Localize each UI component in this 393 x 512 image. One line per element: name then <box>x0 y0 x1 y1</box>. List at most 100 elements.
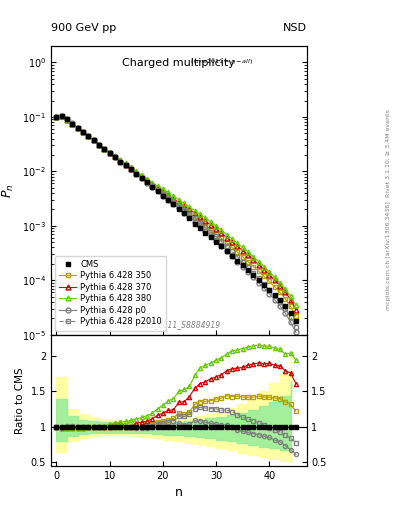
Pythia 6.428 p0 <box>246 269 250 275</box>
Pythia 6.428 p0 <box>70 120 75 126</box>
Pythia 6.428 p0 <box>224 248 229 254</box>
Pythia 6.428 p2010 <box>294 324 298 330</box>
Pythia 6.428 380 <box>54 114 59 120</box>
Pythia 6.428 p2010 <box>81 129 85 135</box>
Pythia 6.428 350 <box>203 222 208 228</box>
Pythia 6.428 370 <box>155 185 160 191</box>
Pythia 6.428 p0 <box>267 290 272 296</box>
Pythia 6.428 p0 <box>134 171 139 177</box>
CMS <box>241 262 245 268</box>
Pythia 6.428 p2010 <box>182 207 187 213</box>
CMS <box>134 171 139 177</box>
CMS <box>59 113 64 119</box>
Pythia 6.428 380 <box>182 200 187 206</box>
Pythia 6.428 380 <box>294 302 298 308</box>
Pythia 6.428 p2010 <box>97 141 101 147</box>
Pythia 6.428 350 <box>272 284 277 290</box>
Line: Pythia 6.428 p2010: Pythia 6.428 p2010 <box>54 114 298 329</box>
Pythia 6.428 p2010 <box>150 183 154 189</box>
Pythia 6.428 350 <box>139 175 144 181</box>
Pythia 6.428 380 <box>235 240 240 246</box>
Pythia 6.428 p2010 <box>262 281 266 287</box>
Pythia 6.428 370 <box>81 130 85 136</box>
Pythia 6.428 380 <box>246 249 250 255</box>
Pythia 6.428 p0 <box>102 146 107 152</box>
Pythia 6.428 p2010 <box>256 275 261 282</box>
Pythia 6.428 p2010 <box>214 233 219 240</box>
CMS <box>176 206 181 212</box>
Line: Pythia 6.428 350: Pythia 6.428 350 <box>54 114 298 318</box>
Pythia 6.428 350 <box>241 254 245 260</box>
Pythia 6.428 350 <box>182 206 187 212</box>
Pythia 6.428 380 <box>214 223 219 229</box>
Pythia 6.428 370 <box>54 114 59 120</box>
CMS <box>129 166 133 172</box>
Pythia 6.428 380 <box>113 153 118 159</box>
Pythia 6.428 p2010 <box>54 114 59 120</box>
CMS <box>256 276 261 283</box>
Pythia 6.428 p2010 <box>241 259 245 265</box>
Pythia 6.428 350 <box>54 114 59 120</box>
Pythia 6.428 370 <box>107 150 112 156</box>
Pythia 6.428 p0 <box>219 243 224 249</box>
Pythia 6.428 p2010 <box>230 248 234 254</box>
Pythia 6.428 p0 <box>166 197 171 203</box>
Pythia 6.428 p0 <box>86 133 91 139</box>
Pythia 6.428 p2010 <box>235 254 240 260</box>
CMS <box>251 272 256 278</box>
Text: $_{(cms2011-\eta-all)}$: $_{(cms2011-\eta-all)}$ <box>105 58 253 67</box>
Pythia 6.428 370 <box>129 166 133 172</box>
Pythia 6.428 p0 <box>81 129 85 135</box>
Pythia 6.428 350 <box>187 210 192 217</box>
Pythia 6.428 370 <box>150 181 154 187</box>
Pythia 6.428 350 <box>224 240 229 246</box>
Pythia 6.428 350 <box>277 289 282 295</box>
Y-axis label: $P_n$: $P_n$ <box>1 183 17 198</box>
CMS <box>208 234 213 240</box>
Text: Rivet 3.1.10; ≥ 3.4M events: Rivet 3.1.10; ≥ 3.4M events <box>386 110 391 198</box>
Pythia 6.428 p2010 <box>91 137 96 143</box>
Pythia 6.428 p0 <box>208 233 213 239</box>
Pythia 6.428 380 <box>65 117 70 123</box>
Pythia 6.428 370 <box>160 188 165 195</box>
Text: CMS_2011_S8884919: CMS_2011_S8884919 <box>137 320 220 329</box>
Pythia 6.428 370 <box>288 296 293 303</box>
Pythia 6.428 p2010 <box>219 238 224 244</box>
Pythia 6.428 350 <box>235 249 240 255</box>
Pythia 6.428 380 <box>203 215 208 221</box>
Pythia 6.428 350 <box>145 179 149 185</box>
Pythia 6.428 350 <box>70 121 75 127</box>
CMS <box>65 116 70 122</box>
Pythia 6.428 p2010 <box>65 116 70 122</box>
CMS <box>118 159 123 165</box>
Pythia 6.428 p2010 <box>187 211 192 217</box>
Pythia 6.428 p0 <box>294 329 298 335</box>
CMS <box>107 150 112 156</box>
Pythia 6.428 p2010 <box>246 264 250 270</box>
Pythia 6.428 380 <box>86 133 91 139</box>
Pythia 6.428 380 <box>277 280 282 286</box>
Pythia 6.428 370 <box>70 121 75 127</box>
Pythia 6.428 380 <box>262 264 266 270</box>
CMS <box>182 210 187 217</box>
CMS <box>54 114 59 120</box>
Line: Pythia 6.428 370: Pythia 6.428 370 <box>54 114 298 312</box>
Pythia 6.428 p2010 <box>102 146 107 152</box>
Pythia 6.428 370 <box>246 252 250 258</box>
Pythia 6.428 p0 <box>193 219 197 225</box>
Pythia 6.428 370 <box>171 196 176 202</box>
Pythia 6.428 p2010 <box>160 191 165 197</box>
Pythia 6.428 350 <box>75 125 80 131</box>
Pythia 6.428 p2010 <box>86 133 91 139</box>
CMS <box>224 248 229 254</box>
Pythia 6.428 p2010 <box>129 166 133 172</box>
Pythia 6.428 350 <box>198 218 202 224</box>
Pythia 6.428 370 <box>208 222 213 228</box>
Pythia 6.428 370 <box>283 289 288 295</box>
Pythia 6.428 p0 <box>230 253 234 259</box>
Pythia 6.428 350 <box>219 235 224 241</box>
Pythia 6.428 380 <box>256 259 261 265</box>
Pythia 6.428 350 <box>176 202 181 208</box>
Pythia 6.428 p0 <box>187 214 192 220</box>
Pythia 6.428 380 <box>160 186 165 193</box>
